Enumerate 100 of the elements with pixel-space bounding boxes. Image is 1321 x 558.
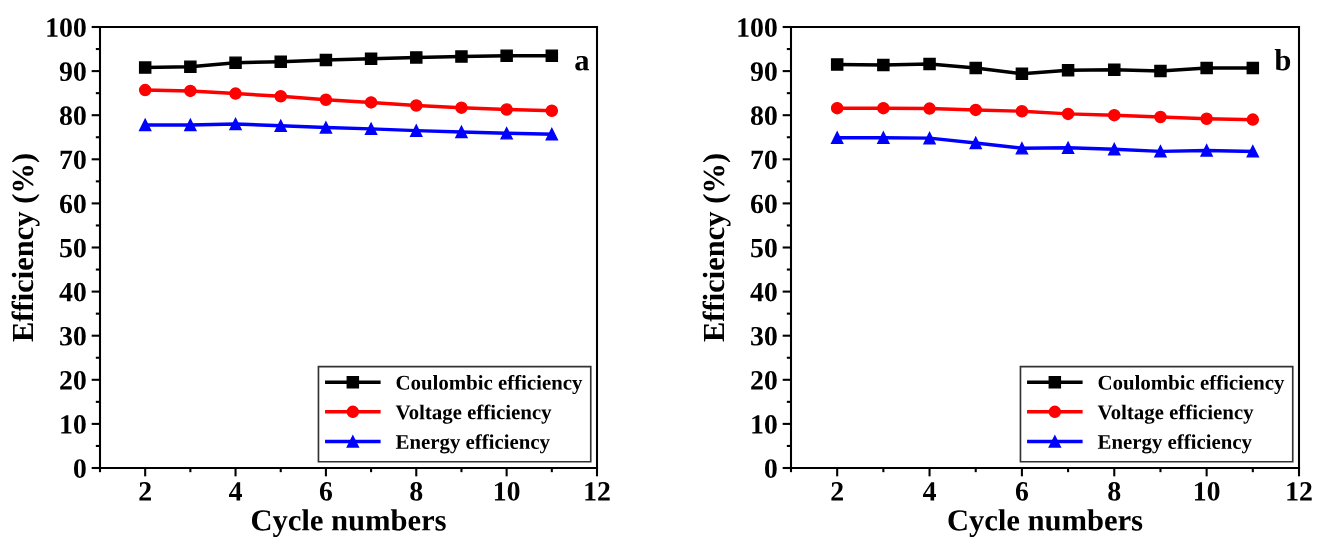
x-tick-label: 8 xyxy=(410,482,423,501)
point xyxy=(969,103,982,117)
point xyxy=(923,102,936,115)
point xyxy=(274,119,287,133)
legend-label: Energy efficiency xyxy=(1097,434,1252,454)
point xyxy=(1015,67,1029,80)
x-tick-label: 12 xyxy=(1287,482,1312,501)
point xyxy=(830,131,844,144)
legend-label: Coulombic efficiency xyxy=(1098,374,1285,395)
x-tick-label: 10 xyxy=(1194,482,1220,501)
point xyxy=(229,117,242,131)
point xyxy=(1108,63,1121,77)
point xyxy=(410,51,423,64)
point xyxy=(184,60,197,73)
point xyxy=(1061,107,1075,121)
y-tick-label: 80 xyxy=(750,106,777,126)
point xyxy=(364,96,378,109)
point xyxy=(500,49,513,62)
point xyxy=(184,118,197,132)
legend-label: Coulombic efficiency xyxy=(396,374,583,395)
point xyxy=(969,61,982,75)
x-tick-label: 6 xyxy=(1015,482,1029,501)
x-tick-label: 4 xyxy=(922,482,936,501)
point xyxy=(500,103,513,116)
y-tick-label: 70 xyxy=(60,150,86,170)
point xyxy=(274,89,287,103)
y-tick-label: 10 xyxy=(61,415,86,434)
point xyxy=(830,101,844,115)
legend-label: Voltage efficiency xyxy=(395,404,552,424)
point xyxy=(1061,63,1075,77)
point xyxy=(1246,113,1260,126)
point xyxy=(1108,142,1121,156)
y-tick-label: 40 xyxy=(750,282,777,302)
point xyxy=(877,131,890,144)
point xyxy=(1154,64,1167,78)
point xyxy=(138,118,152,132)
point xyxy=(410,99,423,112)
y-tick-label: 30 xyxy=(60,326,86,346)
point xyxy=(184,84,197,98)
point xyxy=(1200,61,1213,75)
y-tick-label: 40 xyxy=(59,282,86,302)
y-tick-label: 70 xyxy=(751,150,777,170)
y-tick-label: 20 xyxy=(751,370,777,390)
point xyxy=(1108,108,1121,122)
point xyxy=(545,127,559,141)
legend-label: Voltage efficiency xyxy=(1097,404,1254,424)
point xyxy=(1061,141,1075,155)
point xyxy=(1015,104,1029,118)
y-tick-label: 100 xyxy=(47,18,86,37)
point xyxy=(274,55,287,69)
point xyxy=(229,56,242,69)
y-tick-label: 30 xyxy=(751,326,777,346)
point xyxy=(138,83,152,97)
point xyxy=(1200,112,1213,125)
y-axis-title: Efficiency (%) xyxy=(11,154,40,342)
point xyxy=(229,87,242,100)
y-tick-label: 80 xyxy=(59,106,86,126)
point xyxy=(319,93,333,107)
x-axis-title: Cycle numbers xyxy=(948,509,1143,537)
point xyxy=(1154,145,1167,158)
point xyxy=(1015,142,1029,155)
y-tick-label: 20 xyxy=(60,370,86,390)
point xyxy=(364,122,378,136)
x-tick-label: 12 xyxy=(585,482,610,501)
x-tick-label: 2 xyxy=(831,482,843,501)
point xyxy=(877,58,890,72)
point xyxy=(830,58,844,71)
legend-label: Energy efficiency xyxy=(395,434,550,454)
y-tick-label: 100 xyxy=(738,18,777,37)
point xyxy=(319,53,333,67)
point xyxy=(545,104,559,118)
point xyxy=(455,101,468,114)
point xyxy=(923,131,936,145)
y-tick-label: 60 xyxy=(59,194,86,214)
annotation: b xyxy=(1274,49,1291,71)
point xyxy=(1246,61,1260,75)
y-tick-label: 90 xyxy=(59,62,86,82)
point xyxy=(455,50,468,63)
y-tick-label: 0 xyxy=(73,459,86,478)
point xyxy=(364,52,378,66)
point xyxy=(1154,110,1167,124)
x-tick-label: 6 xyxy=(319,482,333,501)
point xyxy=(410,124,423,137)
y-tick-label: 50 xyxy=(751,238,777,258)
y-tick-label: 0 xyxy=(764,459,777,478)
x-tick-label: 10 xyxy=(494,482,520,501)
point xyxy=(923,57,936,71)
point xyxy=(455,125,468,139)
annotation: a xyxy=(575,55,590,71)
x-tick-label: 4 xyxy=(228,482,242,501)
y-tick-label: 60 xyxy=(750,194,777,214)
point xyxy=(500,127,513,140)
point xyxy=(319,121,333,134)
x-tick-label: 2 xyxy=(139,482,151,501)
x-tick-label: 8 xyxy=(1108,482,1121,501)
y-tick-label: 90 xyxy=(750,62,777,82)
y-tick-label: 50 xyxy=(60,238,86,258)
y-axis-title: Efficiency (%) xyxy=(702,154,731,342)
point xyxy=(969,136,982,150)
point xyxy=(545,49,559,62)
